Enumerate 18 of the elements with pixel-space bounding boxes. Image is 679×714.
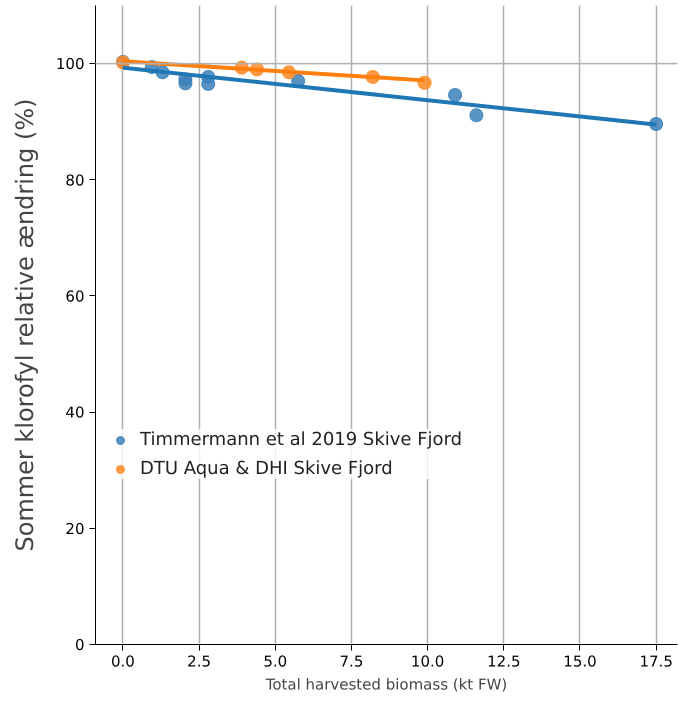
x-tick-label: 0.0 [110,652,135,670]
x-tick-label: 2.5 [187,652,212,670]
y-axis-title: Sommer klorofyl relative ændring (%) [10,98,39,552]
x-tick-label: 15.0 [563,652,597,670]
x-tick-label: 12.5 [487,652,521,670]
y-tick-label: 40 [65,404,85,422]
y-tick-label: 0 [74,636,85,654]
legend-label: Timmermann et al 2019 Skive Fjord [140,429,462,450]
x-tick-label: 7.5 [340,652,364,670]
x-tick-label: 5.0 [263,652,288,670]
y-tick-label: 100 [56,55,85,74]
legend-label: DTU Aqua & DHI Skive Fjord [140,458,393,479]
x-axis-title: Total harvested biomass (kt FW) [264,676,508,694]
y-tick-label: 20 [65,520,85,538]
x-tick-label: 10.0 [410,652,444,670]
x-tick-label: 17.5 [639,652,673,670]
y-tick-label: 60 [65,287,85,306]
y-tick-label: 80 [65,171,85,190]
